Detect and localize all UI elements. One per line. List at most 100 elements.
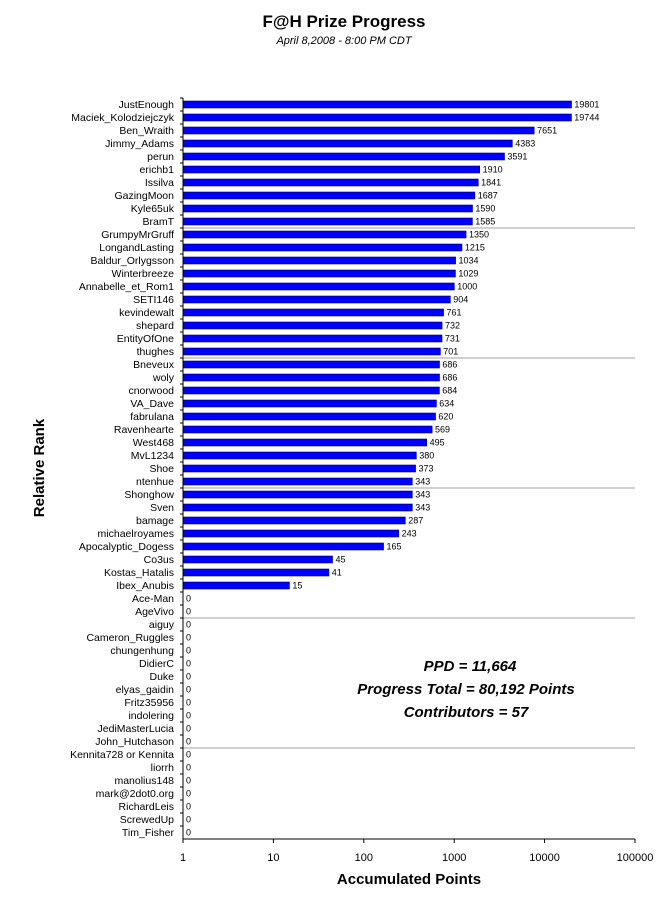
value-label: 380 [419,451,434,461]
value-label: 1910 [483,165,503,175]
value-label: 904 [453,295,468,305]
category-label: LongandLasting [99,242,174,254]
category-label: BramT [143,216,175,228]
bar [182,152,505,161]
category-label: Shonghow [124,489,174,501]
value-label: 731 [445,334,460,344]
category-label: Co3us [144,554,174,566]
value-label: 0 [186,776,191,786]
value-label: 634 [439,399,454,409]
value-label: 0 [186,789,191,799]
value-label: 0 [186,763,191,773]
category-label: Fritz35956 [124,697,174,709]
progress-total-annotation: Progress Total = 80,192 Points [357,681,574,698]
category-label: Kennita728 or Kennita [70,749,174,761]
value-label: 165 [386,542,401,552]
category-label: fabrulana [130,411,174,423]
value-label: 1215 [465,243,485,253]
value-label: 569 [435,425,450,435]
value-label: 0 [186,594,191,604]
bars [182,100,572,590]
value-label: 620 [438,412,453,422]
category-label: Bneveux [133,359,175,371]
bar [182,178,479,187]
category-label: Ravenhearte [114,424,174,436]
value-label: 761 [446,308,461,318]
value-label: 343 [415,477,430,487]
category-label: West468 [133,437,174,449]
bar [182,464,416,473]
value-label: 7651 [537,126,557,136]
category-label: AgeVivo [135,606,174,618]
bar [182,490,413,499]
category-label: Ibex_Anubis [116,580,174,592]
bar [182,308,444,317]
category-label: woly [152,372,175,384]
category-label: liorrh [151,762,174,774]
value-label: 1000 [457,282,477,292]
y-axis-label: Relative Rank [31,418,48,517]
bar [182,100,572,109]
bar [182,373,440,382]
x-tick-label: 100000 [617,852,654,864]
bar [182,321,443,330]
x-tick-label: 10 [267,852,279,864]
x-axis-label: Accumulated Points [337,871,481,888]
value-label: 1034 [459,256,479,266]
x-tick-label: 100 [355,852,373,864]
value-label: 41 [332,568,342,578]
category-label: VA_Dave [130,398,174,410]
category-label: DidierC [139,658,174,670]
value-label: 0 [186,620,191,630]
bar [182,295,451,304]
category-label: indolering [128,710,174,722]
bar [182,113,572,122]
value-label: 732 [445,321,460,331]
value-label: 0 [186,646,191,656]
category-label: Annabelle_et_Rom1 [79,281,174,293]
bar [182,256,456,265]
category-label: kevindewalt [119,307,174,319]
contributors-annotation: Contributors = 57 [404,704,529,721]
value-label: 373 [418,464,433,474]
value-label: 0 [186,672,191,682]
category-label: chungenhung [110,645,174,657]
category-label: aiguy [149,619,175,631]
value-label: 0 [186,737,191,747]
x-tick-label: 10000 [529,852,560,864]
value-label: 3591 [507,152,527,162]
category-label: thughes [137,346,174,358]
category-label: JediMasterLucia [98,723,175,735]
bar [182,503,413,512]
category-label: shepard [136,320,174,332]
ppd-annotation: PPD = 11,664 [424,658,517,675]
bar [182,139,513,148]
value-label: 686 [442,373,457,383]
bar [182,529,400,538]
bar [182,399,437,408]
category-label: EntityOfOne [117,333,174,345]
value-label: 1350 [469,230,489,240]
category-label: GrumpyMrGruff [101,229,174,241]
value-label: 4383 [515,139,535,149]
value-label: 0 [186,828,191,838]
value-label: 0 [186,633,191,643]
category-label: RichardLeis [119,801,174,813]
bar [182,542,384,551]
category-label: Cameron_Ruggles [86,632,174,644]
value-label: 1841 [481,178,501,188]
category-label: Sven [150,502,174,514]
category-label: Kyle65uk [131,203,175,215]
bar [182,386,440,395]
bar [182,282,455,291]
bar [182,347,441,356]
value-label: 701 [443,347,458,357]
category-label: ScrewedUp [120,814,174,826]
bar [182,581,290,590]
chart-subtitle: April 8,2008 - 8:00 PM CDT [275,35,412,47]
category-label: cnorwood [128,385,174,397]
value-label: 1590 [475,204,495,214]
value-label: 0 [186,685,191,695]
value-label: 0 [186,802,191,812]
